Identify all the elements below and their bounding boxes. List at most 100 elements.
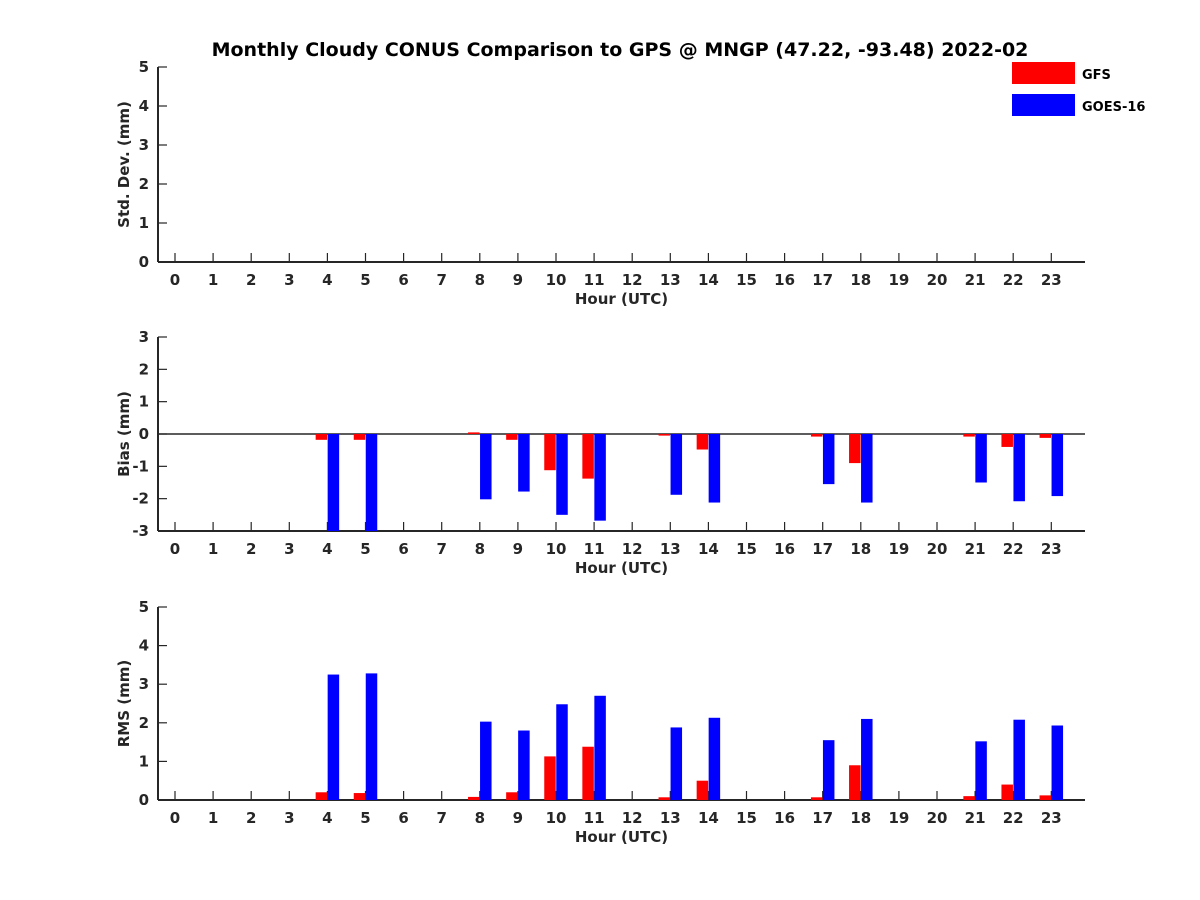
y-tick-label: 4 bbox=[139, 637, 149, 655]
x-tick-label: 7 bbox=[436, 540, 446, 558]
x-tick-label: 17 bbox=[812, 271, 833, 289]
bar-goes16-hour-11 bbox=[594, 695, 606, 800]
bar-goes16-hour-11 bbox=[594, 434, 606, 521]
bar-goes16-hour-10 bbox=[556, 434, 568, 515]
bar-gfs-hour-10 bbox=[544, 434, 556, 471]
x-tick-label: 9 bbox=[513, 809, 523, 827]
bar-gfs-hour-9 bbox=[506, 792, 518, 800]
x-tick-label: 13 bbox=[660, 809, 681, 827]
bar-goes16-hour-5 bbox=[365, 434, 378, 531]
bar-gfs-hour-21 bbox=[963, 796, 975, 800]
x-tick-label: 20 bbox=[927, 271, 948, 289]
bar-gfs-hour-21 bbox=[963, 434, 975, 437]
bar-goes16-hour-9 bbox=[518, 434, 530, 492]
bar-goes16-hour-13 bbox=[670, 727, 683, 800]
x-tick-label: 16 bbox=[774, 271, 795, 289]
x-tick-label: 12 bbox=[622, 540, 643, 558]
legend: GFS GOES-16 bbox=[1012, 62, 1145, 116]
bar-goes16-hour-21 bbox=[975, 434, 987, 483]
bar-gfs-hour-13 bbox=[658, 797, 671, 800]
x-tick-label: 11 bbox=[584, 809, 605, 827]
bar-gfs-hour-8 bbox=[468, 796, 480, 800]
x-tick-label: 8 bbox=[475, 809, 485, 827]
x-tick-label: 16 bbox=[774, 540, 795, 558]
x-tick-label: 21 bbox=[965, 809, 986, 827]
y-tick-label: 1 bbox=[139, 214, 149, 232]
x-tick-label: 23 bbox=[1041, 540, 1062, 558]
x-axis-label: Hour (UTC) bbox=[575, 559, 668, 577]
x-axis-label: Hour (UTC) bbox=[575, 828, 668, 846]
x-tick-label: 9 bbox=[513, 540, 523, 558]
x-tick-label: 12 bbox=[622, 271, 643, 289]
y-tick-label: -2 bbox=[132, 490, 149, 508]
x-tick-label: 0 bbox=[170, 271, 180, 289]
x-tick-label: 7 bbox=[436, 809, 446, 827]
x-tick-label: 22 bbox=[1003, 271, 1024, 289]
x-tick-label: 22 bbox=[1003, 809, 1024, 827]
x-tick-label: 2 bbox=[246, 540, 256, 558]
x-tick-label: 1 bbox=[208, 540, 218, 558]
y-tick-label: 3 bbox=[139, 136, 149, 154]
bar-goes16-hour-17 bbox=[822, 434, 835, 485]
y-tick-label: 2 bbox=[139, 714, 149, 732]
y-tick-label: 4 bbox=[139, 97, 149, 115]
x-tick-label: 20 bbox=[927, 540, 948, 558]
x-tick-label: 3 bbox=[284, 809, 294, 827]
x-tick-label: 22 bbox=[1003, 540, 1024, 558]
x-tick-label: 20 bbox=[927, 809, 948, 827]
x-tick-label: 10 bbox=[546, 271, 567, 289]
bar-goes16-hour-23 bbox=[1051, 725, 1064, 800]
bar-goes16-hour-5 bbox=[365, 673, 378, 800]
x-tick-label: 14 bbox=[698, 540, 719, 558]
y-tick-label: 1 bbox=[139, 752, 149, 770]
x-tick-label: 5 bbox=[360, 809, 370, 827]
x-tick-label: 19 bbox=[888, 540, 909, 558]
x-tick-label: 4 bbox=[322, 540, 332, 558]
bar-gfs-hour-17 bbox=[810, 797, 823, 800]
legend-label-goes16: GOES-16 bbox=[1082, 100, 1145, 115]
bar-gfs-hour-14 bbox=[696, 434, 709, 450]
x-tick-label: 0 bbox=[170, 809, 180, 827]
bar-goes16-hour-22 bbox=[1013, 719, 1025, 800]
x-tick-label: 6 bbox=[398, 271, 408, 289]
bar-goes16-hour-17 bbox=[822, 740, 835, 800]
bar-gfs-hour-18 bbox=[849, 765, 861, 800]
x-tick-label: 14 bbox=[698, 271, 719, 289]
bar-gfs-hour-18 bbox=[849, 434, 861, 464]
bar-gfs-hour-8 bbox=[468, 432, 480, 434]
x-axis-label: Hour (UTC) bbox=[575, 290, 668, 308]
y-tick-label: -1 bbox=[132, 457, 149, 475]
x-tick-label: 10 bbox=[546, 540, 567, 558]
bar-gfs-hour-4 bbox=[315, 434, 328, 440]
x-tick-label: 5 bbox=[360, 271, 370, 289]
y-axis-label: Std. Dev. (mm) bbox=[115, 101, 133, 228]
x-tick-label: 6 bbox=[398, 809, 408, 827]
bar-gfs-hour-14 bbox=[696, 780, 709, 800]
x-tick-label: 21 bbox=[965, 540, 986, 558]
legend-label-gfs: GFS bbox=[1082, 68, 1111, 83]
bar-gfs-hour-23 bbox=[1039, 795, 1052, 800]
x-tick-label: 12 bbox=[622, 809, 643, 827]
y-tick-label: -3 bbox=[132, 522, 149, 540]
x-tick-label: 8 bbox=[475, 271, 485, 289]
bar-goes16-hour-13 bbox=[670, 434, 683, 495]
x-tick-label: 6 bbox=[398, 540, 408, 558]
bar-gfs-hour-11 bbox=[582, 746, 594, 800]
x-tick-label: 2 bbox=[246, 809, 256, 827]
bar-gfs-hour-22 bbox=[1001, 784, 1013, 800]
bar-gfs-hour-4 bbox=[315, 792, 328, 800]
x-tick-label: 18 bbox=[850, 540, 871, 558]
bar-goes16-hour-9 bbox=[518, 730, 530, 800]
bar-goes16-hour-18 bbox=[861, 718, 873, 800]
y-tick-label: 0 bbox=[139, 425, 149, 443]
x-tick-label: 18 bbox=[850, 809, 871, 827]
y-tick-label: 3 bbox=[139, 675, 149, 693]
bar-gfs-hour-23 bbox=[1039, 434, 1052, 438]
x-tick-label: 14 bbox=[698, 809, 719, 827]
y-tick-label: 0 bbox=[139, 253, 149, 271]
x-tick-label: 15 bbox=[736, 271, 757, 289]
x-tick-label: 2 bbox=[246, 271, 256, 289]
y-tick-label: 3 bbox=[139, 328, 149, 346]
